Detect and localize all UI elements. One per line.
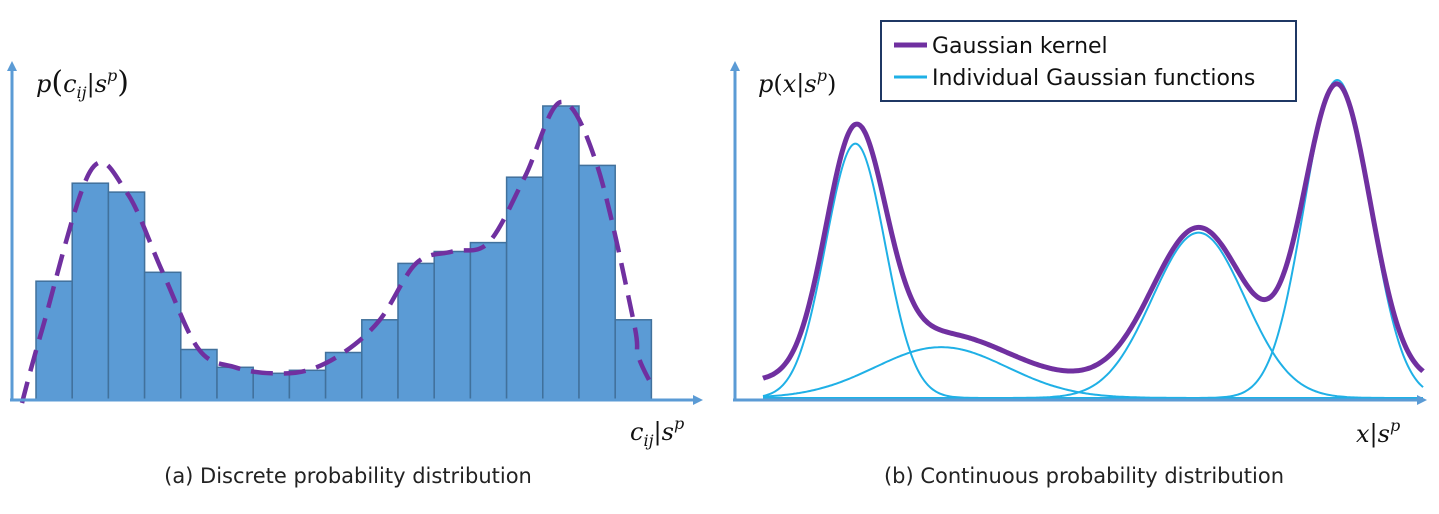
panel-a-discrete: p(cij|sp) cij|sp (a) Discrete probabilit… xyxy=(7,61,703,488)
histogram-bar xyxy=(542,105,580,401)
panel-b-continuous: p(x|sp) x|sp Gaussian kernel Individual … xyxy=(730,20,1427,488)
gaussian-kernel-curve xyxy=(762,81,1425,381)
histogram-bar xyxy=(71,182,110,401)
legend: Gaussian kernel Individual Gaussian func… xyxy=(880,20,1297,102)
y-axis-label-b: p(x|sp) xyxy=(758,66,836,99)
histogram-bar xyxy=(252,372,291,401)
histogram-bar xyxy=(143,271,182,401)
histogram-bar xyxy=(361,319,399,401)
histogram-bar xyxy=(505,176,544,401)
histogram-bar xyxy=(469,241,508,401)
histogram-bar xyxy=(433,250,472,401)
x-axis-label-a: cij|sp xyxy=(630,414,684,450)
y-axis-label-a: p(cij|sp) xyxy=(36,65,129,102)
gaussian-component xyxy=(762,346,1423,399)
histogram-bar xyxy=(107,191,146,401)
histogram-bars xyxy=(35,105,653,401)
x-axis-label-b: x|sp xyxy=(1356,416,1400,449)
histogram-bar xyxy=(578,164,616,401)
histogram-bar xyxy=(35,280,73,401)
histogram-bar xyxy=(216,366,254,401)
histogram-bar xyxy=(180,348,218,401)
histogram-bar xyxy=(614,319,653,401)
caption-a: (a) Discrete probability distribution xyxy=(164,464,532,488)
legend-gaussian-label: Individual Gaussian functions xyxy=(932,66,1255,91)
caption-b: (b) Continuous probability distribution xyxy=(884,464,1284,488)
density-dashed-curve xyxy=(19,99,653,404)
histogram-bar xyxy=(397,262,435,401)
legend-kernel-label: Gaussian kernel xyxy=(932,34,1108,59)
gaussian-component xyxy=(762,142,1423,399)
legend-box xyxy=(880,20,1297,102)
